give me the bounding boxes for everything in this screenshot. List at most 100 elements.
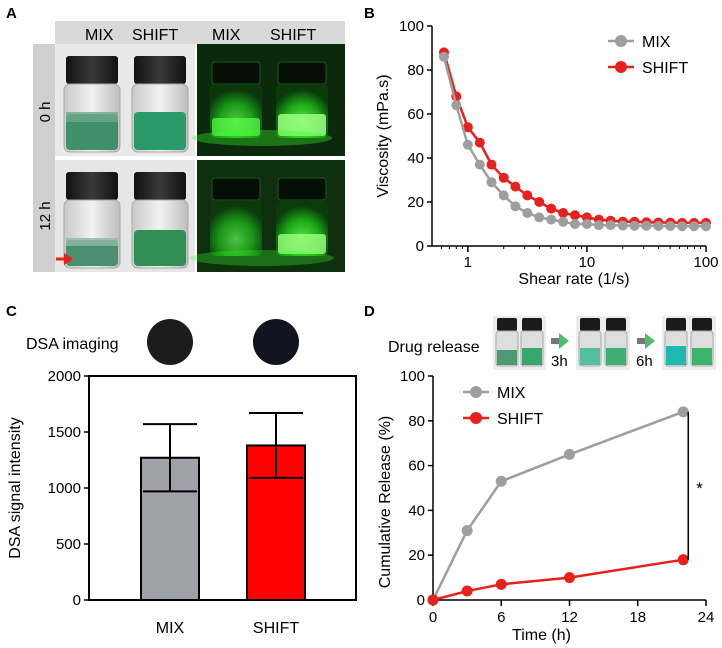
d-x-tick-label: 0 <box>429 609 437 626</box>
b-point-shift <box>510 181 521 192</box>
vial-shift-12h <box>131 172 189 269</box>
panel-b: B 0 20 40 60 80 100 1 10 100 Shear rate (1/s) Visc… <box>364 5 719 288</box>
b-point-mix <box>593 220 604 231</box>
b-x-tick-label: 100 <box>693 254 718 271</box>
fluor-vial-shift-0h <box>276 61 328 138</box>
b-y-tick-label: 20 <box>407 194 424 211</box>
b-point-mix <box>534 212 545 223</box>
b-point-mix <box>581 219 592 229</box>
b-legend-shift-marker <box>615 61 627 73</box>
b-y-axis-label: Viscosity (mPa.s) <box>375 74 392 197</box>
release-arrow-3h: 3h <box>551 333 569 370</box>
b-point-mix <box>653 220 664 231</box>
b-point-shift <box>498 172 509 183</box>
b-point-mix <box>569 219 580 229</box>
fluor-vial-mix-0h <box>210 61 262 138</box>
b-point-mix <box>546 214 557 225</box>
d-legend-shift-marker <box>470 412 482 424</box>
chart-viscosity: 0 20 40 60 80 100 1 10 100 Shear rate (1/s) Viscos… <box>375 18 719 288</box>
b-point-mix <box>558 216 569 227</box>
d-x-tick-label: 18 <box>629 609 646 626</box>
b-point-mix <box>701 221 711 232</box>
b-y-tick-label: 100 <box>399 18 424 35</box>
c-y-tick-label: 1500 <box>48 424 81 441</box>
b-point-mix <box>462 139 473 150</box>
d-point-mix <box>677 406 689 418</box>
fluor-vial-shift-12h <box>276 177 328 256</box>
d-point-shift <box>427 594 439 606</box>
b-y-tick-label: 40 <box>407 150 424 167</box>
d-point-shift <box>461 585 473 597</box>
b-point-mix <box>641 220 652 231</box>
d-point-shift <box>564 572 575 584</box>
b-point-mix <box>689 221 700 232</box>
d-x-tick-label: 6 <box>497 609 505 626</box>
sediment-arrow <box>56 253 73 265</box>
panel-c-label: C <box>6 303 17 320</box>
b-y-tick-label: 80 <box>407 62 424 79</box>
b-point-shift <box>546 203 557 214</box>
dsa-image-shift <box>253 319 299 365</box>
b-point-mix <box>486 177 497 188</box>
b-point-shift <box>534 197 545 207</box>
b-point-mix <box>677 221 688 232</box>
d-series-mix-line <box>431 410 684 601</box>
drug-release-label: Drug release <box>388 339 480 356</box>
d-point-mix <box>461 525 473 537</box>
panel-a-row-12h: 12 h <box>37 201 54 230</box>
d-point-shift <box>677 554 689 566</box>
vial-mix-12h <box>63 172 121 269</box>
glow-spill-12h <box>190 250 334 266</box>
c-x-label-shift: SHIFT <box>253 620 299 637</box>
d-legend-shift-label: SHIFT <box>497 411 543 428</box>
b-point-shift <box>558 208 569 218</box>
release-photo-0h <box>493 316 546 370</box>
b-point-mix <box>605 220 616 231</box>
b-x-tick-label: 1 <box>464 254 472 271</box>
b-point-mix <box>438 51 449 62</box>
dsa-imaging-label: DSA imaging <box>26 336 119 353</box>
panel-a-header-shift-left: SHIFT <box>132 27 178 44</box>
d-y-axis-label: Cumulative Release (%) <box>377 416 394 589</box>
panel-a-row-bar <box>33 44 55 272</box>
c-y-tick-label: 2000 <box>48 368 81 385</box>
b-y-tick-label: 0 <box>416 238 424 255</box>
panel-a-label: A <box>6 5 17 22</box>
release-arrow-6h: 6h <box>636 333 655 370</box>
panel-a-header-shift-right: SHIFT <box>270 27 316 44</box>
d-x-axis-label: Time (h) <box>512 627 571 644</box>
panel-d-label: D <box>364 303 375 320</box>
d-legend-mix-marker <box>470 386 482 398</box>
b-point-shift <box>474 137 485 148</box>
d-y-tick-label: 100 <box>400 368 425 385</box>
b-point-shift <box>569 210 580 221</box>
b-point-mix <box>510 201 521 212</box>
d-y-tick-label: 80 <box>408 413 425 430</box>
panel-a: A MIX SHIFT MIX SHIFT 0 h 12 h <box>6 5 345 272</box>
d-legend-mix-label: MIX <box>497 385 526 402</box>
d-y-tick-label: 20 <box>408 547 425 564</box>
chart-cumulative-release: 0 20 40 60 80 100 0 6 12 18 24 Time (h) Cumulative R… <box>377 368 714 644</box>
b-point-shift <box>462 122 473 133</box>
d-x-tick-label: 24 <box>698 609 715 626</box>
release-photo-3h <box>576 316 630 370</box>
c-plot-frame <box>88 375 357 601</box>
b-point-mix <box>665 220 676 231</box>
panel-d: D Drug release 3h <box>364 303 716 644</box>
b-legend-mix-label: MIX <box>642 34 671 51</box>
chart-dsa-signal: 0 500 1000 1500 2000 DSA signal intensity MIX S… <box>7 368 357 637</box>
c-y-axis-label: DSA signal intensity <box>7 417 24 558</box>
dsa-image-mix <box>147 319 193 365</box>
d-point-mix <box>564 448 575 460</box>
d-x-tick-label: 12 <box>561 609 578 626</box>
b-point-mix <box>474 159 485 170</box>
panel-a-header-bar <box>55 21 345 44</box>
b-point-mix <box>617 220 628 231</box>
panel-b-label: B <box>364 5 375 22</box>
d-point-mix <box>495 475 507 487</box>
c-y-tick-label: 0 <box>73 592 81 609</box>
b-point-shift <box>486 159 497 170</box>
panel-c: C DSA imaging 0 500 1000 1500 2000 DSA signal… <box>6 303 357 637</box>
d-y-tick-label: 60 <box>408 458 425 475</box>
